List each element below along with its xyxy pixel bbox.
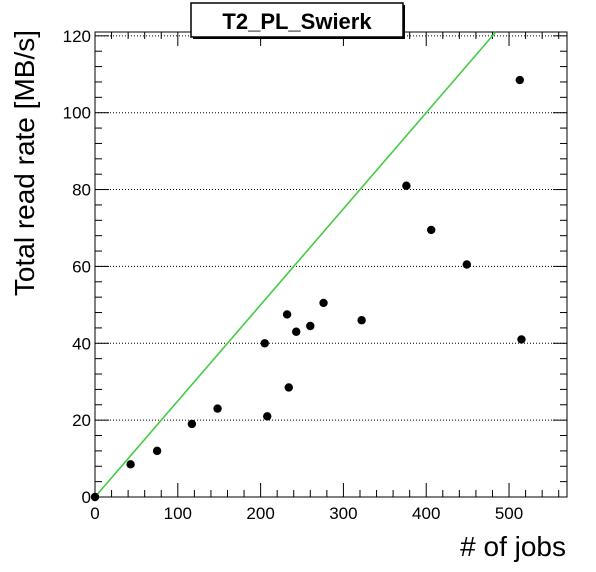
tick-labels: 0 20 40 60 80 100 120 0 100 200 300 400 500 [63,27,524,523]
x-tick-label: 500 [495,504,523,523]
data-point [517,335,526,344]
x-tick-label: 200 [246,504,274,523]
data-point [282,310,292,319]
x-tick-label: 300 [329,504,357,523]
data-point [152,446,162,456]
data-point [213,404,222,413]
y-axis-title: Total read rate [MB/s] [9,30,40,296]
y-tick-label: 100 [63,104,91,123]
data-point [426,225,436,235]
y-tick-label: 80 [72,181,91,200]
y-tick-label: 60 [72,257,91,276]
title-box: T2_PL_Swierk [190,2,405,39]
data-point [260,339,269,348]
y-tick-label: 20 [72,411,91,430]
data-point [319,298,328,308]
x-tick-label: 400 [412,504,440,523]
grid-lines [95,35,567,421]
data-points [90,75,526,502]
data-point [126,460,135,469]
data-point [284,383,293,392]
data-point [462,260,472,269]
x-axis-title: # of jobs [460,531,566,562]
plot-frame [94,31,568,498]
y-tick-label: 40 [72,334,91,353]
data-point [187,419,197,429]
y-tick-label: 120 [63,27,91,46]
data-point [402,181,411,190]
axis-ticks [94,32,567,498]
data-point [306,321,315,331]
data-point [515,75,524,85]
x-tick-label: 0 [90,504,99,523]
reference-line-layer [94,31,497,498]
reference-line [94,31,497,498]
chart-title: T2_PL_Swierk [222,9,372,34]
data-point [90,492,100,502]
data-point [263,412,272,421]
data-point [357,316,366,325]
x-tick-label: 100 [164,504,192,523]
data-point [292,327,301,336]
y-tick-label: 0 [82,488,91,507]
